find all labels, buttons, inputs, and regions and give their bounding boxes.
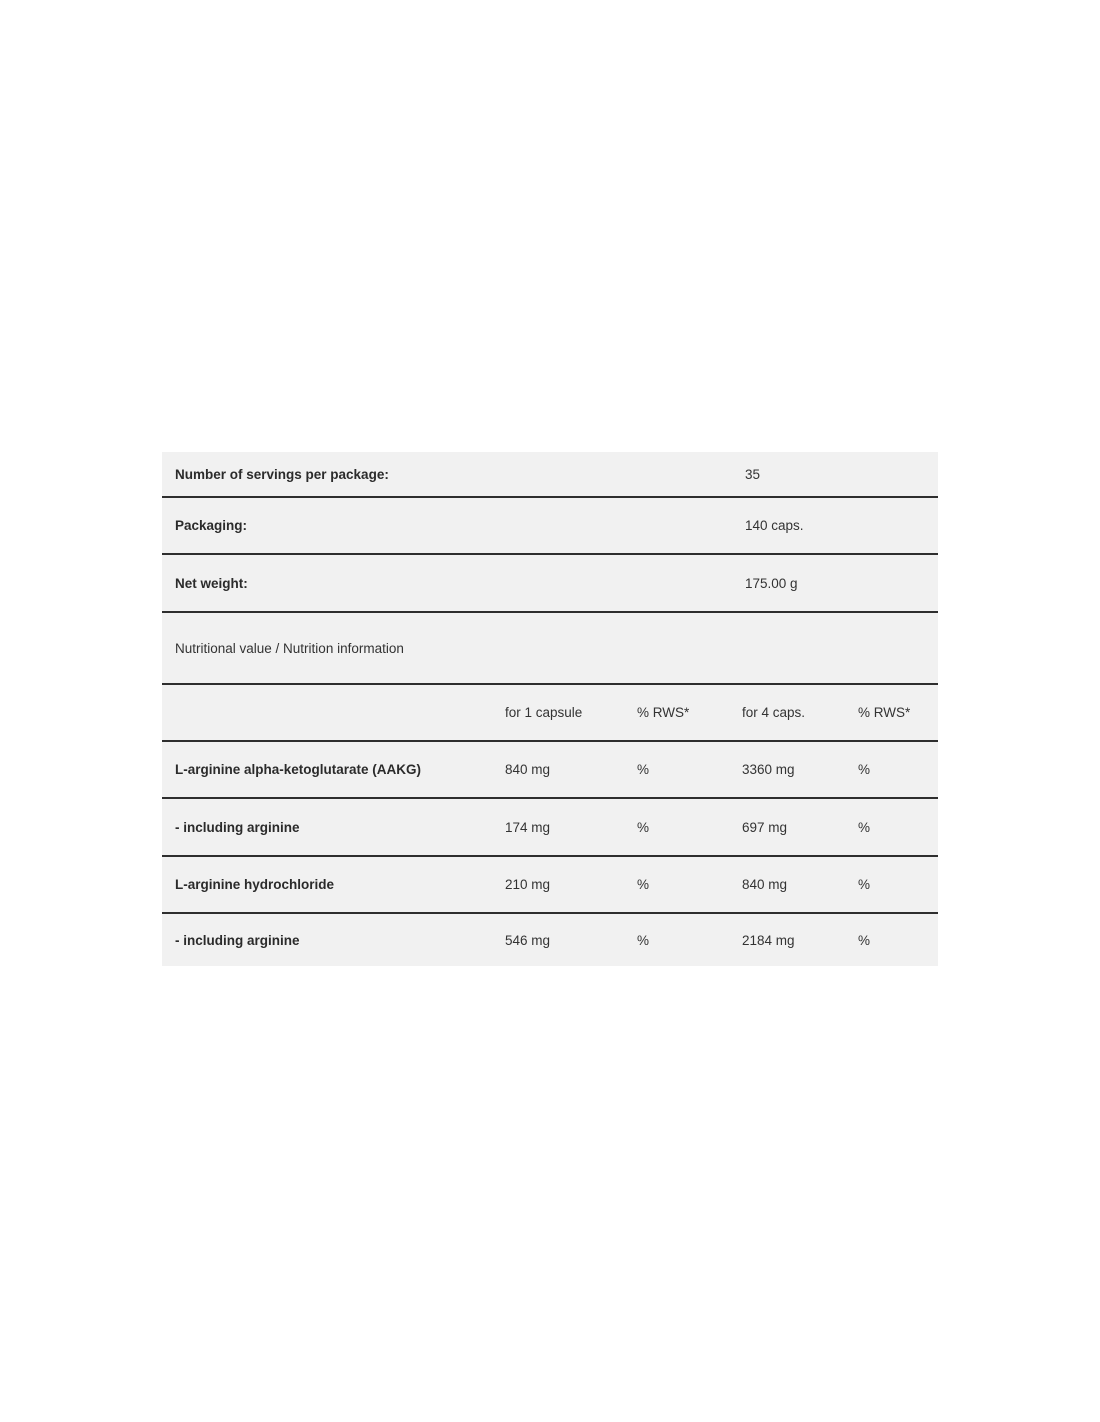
nutrient-rws-4: %	[858, 932, 871, 948]
nutrient-rws-4: %	[858, 762, 871, 777]
nutrient-label: - including arginine	[175, 819, 300, 835]
nutrition-info-table: Number of servings per package: 35 Packa…	[162, 452, 938, 966]
nutrient-rws-1: %	[637, 877, 650, 892]
info-row-net-weight: Net weight: 175.00 g	[162, 553, 938, 611]
table-row: L-arginine alpha-ketoglutarate (AAKG) 84…	[162, 740, 938, 797]
section-title-row: Nutritional value / Nutrition informatio…	[162, 611, 938, 683]
nutrient-per-1-capsule: 840 mg	[505, 762, 551, 777]
table-row: L-arginine hydrochloride 210 mg % 840 mg…	[162, 855, 938, 912]
section-title: Nutritional value / Nutrition informatio…	[175, 640, 404, 656]
nutrient-per-1-capsule: 174 mg	[505, 819, 551, 835]
column-header-rws-1: % RWS*	[637, 705, 690, 720]
nutrient-rws-4: %	[858, 877, 871, 892]
nutrient-label: L-arginine hydrochloride	[175, 877, 335, 892]
column-header-per-1-capsule: for 1 capsule	[505, 705, 583, 720]
nutrient-rws-1: %	[637, 762, 650, 777]
nutrient-per-4-caps: 3360 mg	[742, 762, 795, 777]
servings-label: Number of servings per package:	[175, 466, 389, 482]
net-weight-value: 175.00 g	[745, 575, 798, 591]
packaging-label: Packaging:	[175, 518, 248, 533]
nutrient-label: - including arginine	[175, 932, 300, 948]
net-weight-label: Net weight:	[175, 575, 248, 591]
column-header-per-4-caps: for 4 caps.	[742, 705, 806, 720]
column-header-row: for 1 capsule % RWS* for 4 caps. % RWS*	[162, 683, 938, 740]
table-row: - including arginine 546 mg % 2184 mg %	[162, 912, 938, 966]
nutrient-per-4-caps: 2184 mg	[742, 932, 795, 948]
nutrient-label: L-arginine alpha-ketoglutarate (AAKG)	[175, 762, 422, 777]
nutrient-per-1-capsule: 210 mg	[505, 877, 551, 892]
packaging-value: 140 caps.	[745, 518, 804, 533]
table-row: - including arginine 174 mg % 697 mg %	[162, 797, 938, 855]
nutrient-per-4-caps: 697 mg	[742, 819, 788, 835]
nutrient-rws-4: %	[858, 819, 871, 835]
servings-value: 35	[745, 466, 761, 482]
nutrient-rws-1: %	[637, 819, 650, 835]
nutrient-rws-1: %	[637, 932, 650, 948]
column-header-rws-4: % RWS*	[858, 705, 911, 720]
info-row-servings: Number of servings per package: 35	[162, 452, 938, 496]
nutrient-per-1-capsule: 546 mg	[505, 932, 551, 948]
info-row-packaging: Packaging: 140 caps.	[162, 496, 938, 553]
nutrient-per-4-caps: 840 mg	[742, 877, 788, 892]
